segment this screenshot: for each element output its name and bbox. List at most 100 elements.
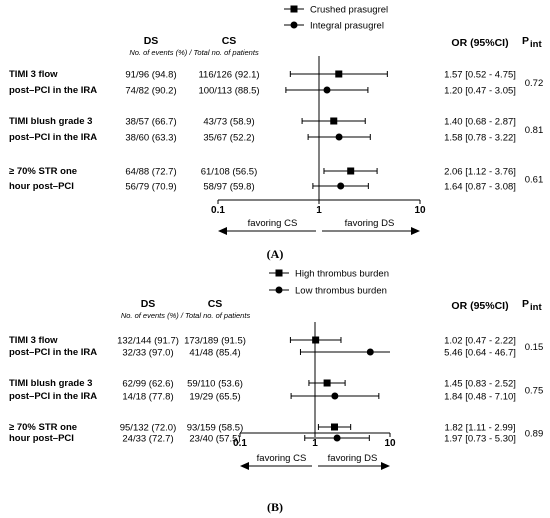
x-tick-label: 10	[384, 438, 396, 449]
favor-left-arrowhead	[240, 462, 249, 470]
point-estimate-square	[331, 423, 339, 431]
group-label: TIMI blush grade 3	[9, 378, 92, 389]
legend-label: Crushed prasugrel	[310, 5, 388, 16]
column-header-ds: DS	[144, 35, 159, 47]
or-ci-text: 1.20 [0.47 - 3.05]	[444, 86, 516, 97]
point-estimate-circle	[323, 86, 331, 94]
favor-left-arrowhead	[218, 227, 227, 235]
point-estimate-square	[323, 379, 331, 387]
group-label: ≥ 70% STR one	[9, 422, 77, 433]
x-tick-label: 10	[414, 205, 426, 216]
column-header-pint-sub: int	[530, 39, 542, 50]
column-header-cs: CS	[208, 298, 223, 310]
column-header-or: OR (95%CI)	[451, 300, 508, 312]
cs-value: 43/73 (58.9)	[203, 117, 254, 128]
pint-value: 0.75	[525, 386, 544, 397]
cs-value: 100/113 (88.5)	[198, 86, 259, 97]
point-estimate-square	[347, 167, 355, 175]
cs-value: 19/29 (65.5)	[189, 392, 240, 403]
legend-marker-circle	[290, 21, 298, 29]
favor-left-label: favoring CS	[257, 453, 307, 464]
ds-value: 38/57 (66.7)	[125, 117, 176, 128]
panel-label: (A)	[267, 247, 284, 261]
or-ci-text: 1.82 [1.11 - 2.99]	[444, 423, 515, 434]
ds-value: 24/33 (72.7)	[122, 434, 173, 445]
favor-right-label: favoring DS	[328, 453, 378, 464]
group-label-line2: hour post–PCI	[9, 181, 74, 192]
x-tick-label: 0.1	[233, 438, 247, 449]
ds-value: 74/82 (90.2)	[125, 86, 176, 97]
forest-panel-b: High thrombus burden Low thrombus burden D…	[9, 269, 543, 515]
group-label-line2: post–PCI in the IRA	[9, 85, 97, 96]
group-label-line2: post–PCI in the IRA	[9, 391, 97, 402]
ds-value: 132/144 (91.7)	[117, 336, 179, 347]
point-estimate-circle	[366, 348, 374, 356]
or-ci-text: 5.46 [0.64 - 46.7]	[444, 348, 516, 359]
cs-value: 23/40 (57.5)	[189, 434, 240, 445]
group-label: TIMI 3 flow	[9, 335, 58, 346]
or-ci-text: 1.45 [0.83 - 2.52]	[444, 379, 516, 390]
legend-label: Integral prasugrel	[310, 21, 384, 32]
favor-left-label: favoring CS	[248, 218, 298, 229]
column-subheader: No. of events (%) / Total no. of patient…	[129, 48, 259, 57]
column-header-pint-sub: int	[530, 302, 542, 313]
or-ci-text: 1.58 [0.78 - 3.22]	[444, 133, 516, 144]
point-estimate-circle	[333, 434, 341, 442]
ds-value: 56/79 (70.9)	[125, 182, 176, 193]
point-estimate-circle	[335, 133, 343, 141]
cs-value: 59/110 (53.6)	[187, 379, 243, 390]
panel-label: (B)	[267, 500, 283, 514]
x-tick-label: 1	[312, 438, 318, 449]
or-ci-text: 1.97 [0.73 - 5.30]	[444, 434, 516, 445]
legend-marker-square	[290, 5, 298, 13]
or-ci-text: 1.02 [0.47 - 2.22]	[444, 336, 516, 347]
group-label-line2: hour post–PCI	[9, 433, 74, 444]
x-tick-label: 0.1	[211, 205, 225, 216]
point-estimate-square	[335, 70, 343, 78]
pint-value: 0.89	[525, 429, 544, 440]
pint-value: 0.61	[525, 175, 544, 186]
column-header-ds: DS	[141, 298, 156, 310]
cs-value: 93/159 (58.5)	[187, 423, 244, 434]
column-subheader: No. of events (%) / Total no. of patient…	[121, 311, 251, 320]
cs-value: 41/48 (85.4)	[189, 348, 240, 359]
ds-value: 91/96 (94.8)	[125, 70, 176, 81]
group-label-line2: post–PCI in the IRA	[9, 347, 97, 358]
or-ci-text: 1.57 [0.52 - 4.75]	[444, 70, 516, 81]
group-label: TIMI blush grade 3	[9, 116, 92, 127]
point-estimate-square	[330, 117, 338, 125]
ds-value: 14/18 (77.8)	[122, 392, 173, 403]
point-estimate-circle	[331, 392, 339, 400]
group-label-line2: post–PCI in the IRA	[9, 132, 97, 143]
legend-label: High thrombus burden	[295, 269, 389, 280]
column-header-pint: P	[522, 298, 529, 310]
legend-label: Low thrombus burden	[295, 286, 387, 297]
ds-value: 32/33 (97.0)	[122, 348, 173, 359]
group-label: TIMI 3 flow	[9, 69, 58, 80]
legend-marker-circle	[275, 286, 283, 294]
point-estimate-square	[312, 336, 320, 344]
or-ci-text: 2.06 [1.12 - 3.76]	[444, 167, 516, 178]
favor-right-arrowhead	[411, 227, 420, 235]
legend-marker-square	[275, 269, 283, 277]
point-estimate-circle	[337, 182, 345, 190]
or-ci-text: 1.64 [0.87 - 3.08]	[444, 182, 516, 193]
favor-right-label: favoring DS	[345, 218, 395, 229]
forest-panel-a: Crushed prasugrel Integral prasugrel DS CSN…	[9, 5, 543, 262]
pint-value: 0.15	[525, 342, 544, 353]
ds-value: 62/99 (62.6)	[122, 379, 173, 390]
x-tick-label: 1	[316, 205, 322, 216]
cs-value: 58/97 (59.8)	[203, 182, 254, 193]
or-ci-text: 1.84 [0.48 - 7.10]	[444, 392, 516, 403]
cs-value: 173/189 (91.5)	[184, 336, 246, 347]
column-header-pint: P	[522, 35, 529, 47]
cs-value: 61/108 (56.5)	[201, 167, 258, 178]
group-label: ≥ 70% STR one	[9, 166, 77, 177]
ds-value: 38/60 (63.3)	[125, 133, 176, 144]
column-header-cs: CS	[222, 35, 237, 47]
column-header-or: OR (95%CI)	[451, 37, 508, 49]
favor-right-arrowhead	[381, 462, 390, 470]
pint-value: 0.81	[525, 125, 544, 136]
cs-value: 35/67 (52.2)	[203, 133, 254, 144]
